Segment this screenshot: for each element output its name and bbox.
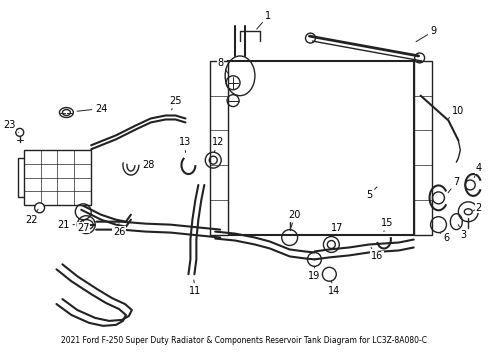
Text: 2: 2 [472,203,480,213]
Text: 5: 5 [365,187,376,200]
Text: 23: 23 [3,121,19,132]
Text: 3: 3 [457,225,466,239]
Circle shape [35,203,44,213]
Text: 2021 Ford F-250 Super Duty Radiator & Components Reservoir Tank Diagram for LC3Z: 2021 Ford F-250 Super Duty Radiator & Co… [61,336,426,345]
Text: 13: 13 [179,137,191,152]
Text: 24: 24 [77,104,107,113]
Text: 4: 4 [473,163,480,177]
Text: 15: 15 [380,218,392,231]
Text: 16: 16 [370,247,382,261]
Text: 6: 6 [439,233,448,243]
Text: 19: 19 [308,266,320,281]
Text: 8: 8 [217,58,228,73]
Text: 9: 9 [415,26,436,42]
Text: 17: 17 [330,222,343,237]
Bar [210,61,228,235]
Text: 12: 12 [212,137,224,152]
Text: 7: 7 [447,177,459,193]
Text: 22: 22 [25,209,38,225]
Text: 26: 26 [113,222,125,237]
Text: 11: 11 [189,280,201,296]
Text: 25: 25 [169,96,182,110]
Text: 21: 21 [57,220,74,230]
Bar [24,150,91,205]
Text: 20: 20 [288,210,300,227]
Bar [413,61,431,235]
Text: 27: 27 [77,220,89,233]
Text: 1: 1 [256,11,270,29]
Text: 14: 14 [327,281,340,296]
Text: 10: 10 [447,105,464,118]
Bar [228,61,413,235]
Text: 28: 28 [139,160,155,170]
